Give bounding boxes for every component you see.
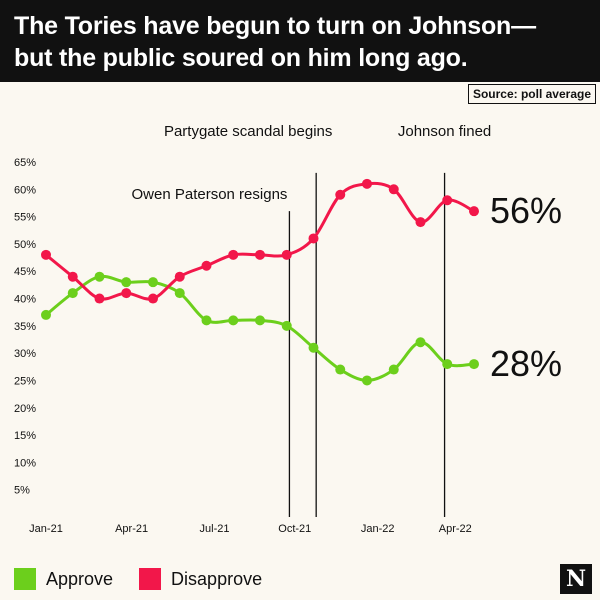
y-tick-label: 5%: [14, 485, 30, 497]
data-point-disapprove: [469, 206, 479, 217]
annotation-label: Partygate scandal begins: [164, 123, 332, 140]
source-label: Source: poll average: [467, 84, 596, 104]
data-point-approve: [228, 315, 239, 326]
legend-item-approve: Approve: [14, 568, 113, 590]
data-point-approve: [442, 359, 453, 370]
x-tick-label: Jan-21: [29, 523, 63, 535]
y-tick-label: 20%: [14, 403, 36, 415]
legend: Approve Disapprove: [14, 566, 288, 592]
legend-swatch-approve: [14, 568, 36, 590]
y-tick-label: 35%: [14, 321, 36, 333]
y-tick-label: 30%: [14, 348, 36, 360]
annotation-label: Johnson fined: [398, 123, 491, 140]
data-point-disapprove: [67, 271, 78, 282]
y-tick-label: 55%: [14, 212, 36, 224]
data-point-disapprove: [442, 195, 453, 206]
data-point-approve: [415, 337, 426, 348]
data-point-disapprove: [121, 288, 132, 299]
data-point-disapprove: [415, 217, 426, 228]
y-tick-label: 40%: [14, 294, 36, 306]
y-tick-label: 65%: [14, 157, 36, 169]
series-line-approve: [45, 274, 475, 382]
chart-title-line-2: but the public soured on him long ago.: [14, 44, 468, 72]
data-point-approve: [281, 320, 292, 331]
data-point-disapprove: [335, 189, 346, 200]
data-point-disapprove: [308, 233, 319, 244]
annotation-label: Owen Paterson resigns: [132, 186, 288, 203]
data-point-approve: [469, 359, 479, 370]
data-point-disapprove: [228, 249, 239, 260]
x-tick-label: Apr-22: [439, 523, 472, 535]
data-point-disapprove: [174, 271, 185, 282]
data-point-disapprove: [94, 293, 105, 304]
title-banner: The Tories have begun to turn on Johnson…: [0, 0, 600, 82]
data-point-approve: [308, 342, 319, 353]
x-tick-label: Oct-21: [278, 523, 311, 535]
y-tick-label: 10%: [14, 457, 36, 469]
y-tick-label: 15%: [14, 430, 36, 442]
legend-label-approve: Approve: [46, 568, 114, 589]
data-point-approve: [67, 288, 78, 299]
end-value-label-approve: 28%: [490, 343, 562, 384]
data-point-disapprove: [201, 260, 212, 271]
legend-item-disapprove: Disapprove: [139, 568, 262, 590]
publisher-logo: N: [560, 564, 592, 594]
data-point-approve: [388, 364, 399, 375]
x-tick-label: Jan-22: [361, 523, 395, 535]
legend-swatch-disapprove: [139, 568, 162, 590]
data-point-approve: [362, 375, 372, 386]
data-point-approve: [94, 271, 105, 282]
data-point-approve: [174, 288, 185, 299]
data-point-disapprove: [41, 249, 51, 260]
legend-label-disapprove: Disapprove: [171, 568, 263, 589]
data-point-disapprove: [255, 249, 265, 260]
y-tick-label: 50%: [14, 239, 36, 251]
data-point-approve: [335, 364, 346, 375]
data-point-approve: [201, 315, 212, 326]
data-point-approve: [121, 277, 132, 288]
y-tick-label: 25%: [14, 375, 36, 387]
data-point-disapprove: [148, 293, 158, 304]
data-point-approve: [148, 277, 158, 288]
x-tick-label: Jul-21: [200, 523, 230, 535]
y-tick-label: 45%: [14, 266, 36, 278]
line-chart: 5% 10% 15% 20% 25% 30% 35% 40% 45% 50% 55% 60% 65% Ja…: [14, 123, 562, 535]
end-value-label-disapprove: 56%: [490, 190, 562, 231]
data-point-disapprove: [388, 184, 399, 195]
data-point-approve: [41, 309, 51, 320]
data-point-disapprove: [362, 178, 372, 189]
chart-title-line-1: The Tories have begun to turn on Johnson…: [14, 12, 536, 40]
y-tick-label: 60%: [14, 184, 36, 196]
x-tick-label: Apr-21: [115, 523, 148, 535]
data-point-approve: [255, 315, 265, 326]
data-point-disapprove: [281, 249, 292, 260]
